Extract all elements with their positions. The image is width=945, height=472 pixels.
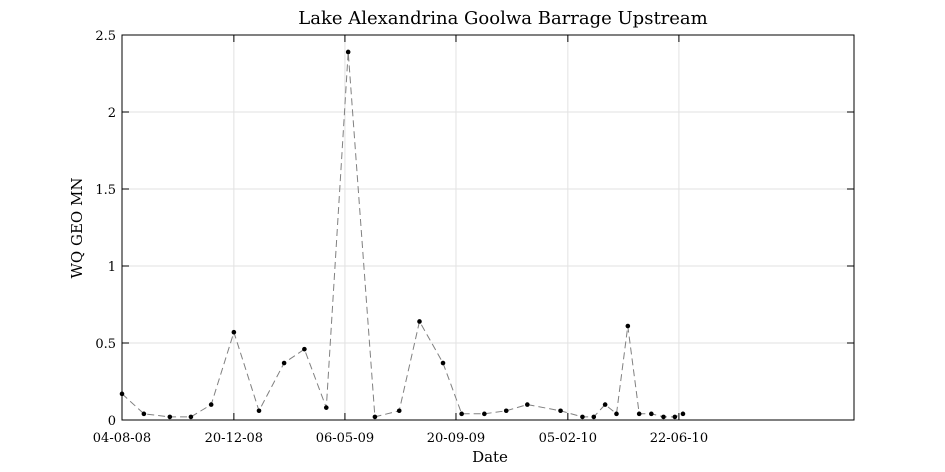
x-tick-labels: 04-08-08 20-12-08 06-05-09 20-09-09 05-02-10…	[93, 431, 708, 446]
x-tick-label: 20-09-09	[427, 431, 485, 446]
y-tick-labels: 0 0.5 1 1.5 2 2.5	[95, 29, 116, 429]
data-point	[396, 408, 402, 414]
chart-title: Lake Alexandrina Goolwa Barrage Upstream	[298, 8, 707, 29]
x-tick-label: 20-12-08	[205, 431, 263, 446]
data-point	[503, 408, 509, 414]
x-tick-label: 22-06-10	[650, 431, 708, 446]
data-point	[372, 414, 378, 420]
y-tick-label: 2	[108, 106, 116, 121]
plot-frame	[121, 34, 855, 421]
data-point	[602, 402, 608, 407]
data-points	[119, 49, 686, 420]
data-point	[459, 411, 464, 417]
grid	[121, 34, 854, 421]
data-point	[302, 346, 307, 352]
data-point	[323, 405, 329, 410]
data-point	[440, 360, 446, 366]
data-point	[580, 414, 585, 420]
data-point	[167, 414, 173, 420]
y-tick-label: 0.5	[95, 337, 116, 352]
x-tick-label: 06-05-09	[316, 431, 374, 446]
y-tick-label: 1.5	[95, 183, 116, 198]
data-point	[231, 329, 237, 335]
data-point	[591, 414, 597, 420]
data-point	[208, 402, 214, 407]
data-point	[672, 414, 678, 420]
data-point	[649, 411, 654, 417]
data-point	[141, 411, 147, 417]
y-tick-label: 2.5	[95, 29, 116, 44]
x-axis-label: Date	[472, 448, 508, 466]
data-point	[661, 414, 666, 420]
x-tick-label: 04-08-08	[93, 431, 151, 446]
data-point	[417, 319, 422, 324]
data-point	[345, 49, 351, 55]
data-point	[680, 411, 686, 417]
data-point	[625, 323, 631, 329]
data-point	[525, 402, 530, 407]
data-point	[614, 411, 619, 417]
series-line	[121, 51, 684, 418]
data-point	[256, 408, 262, 414]
data-point	[482, 411, 487, 417]
y-tick-label: 1	[108, 260, 116, 275]
data-point	[558, 408, 563, 414]
data-point	[281, 360, 287, 366]
y-axis-label: WQ GEO MN	[68, 178, 86, 279]
axis-ticks	[121, 34, 854, 421]
data-point	[636, 411, 642, 417]
y-tick-label: 0	[108, 414, 116, 429]
data-point	[188, 414, 194, 420]
x-tick-label: 05-02-10	[539, 431, 597, 446]
